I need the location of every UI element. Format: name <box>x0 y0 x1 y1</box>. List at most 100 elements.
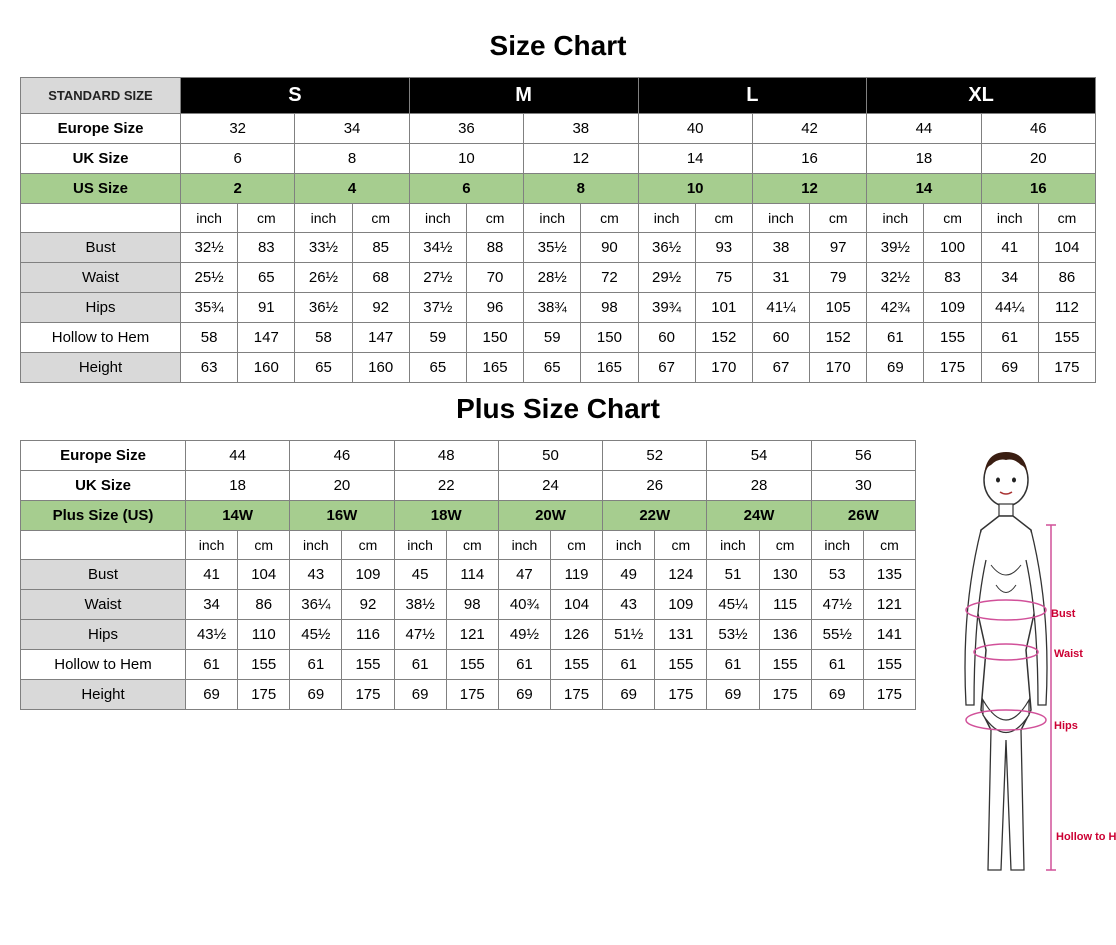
unit-cell: inch <box>638 204 695 233</box>
measure-cell: 72 <box>581 263 638 293</box>
measure-cell: 155 <box>342 650 394 680</box>
unit-cell: cm <box>863 531 915 560</box>
size-cell: 10 <box>409 144 523 174</box>
measure-cell: 49 <box>603 560 655 590</box>
measure-cell: 104 <box>238 560 290 590</box>
measure-cell: 155 <box>759 650 811 680</box>
measure-cell: 39¾ <box>638 293 695 323</box>
measure-cell: 39½ <box>867 233 924 263</box>
measure-cell: 32½ <box>181 233 238 263</box>
unit-cell: cm <box>352 204 409 233</box>
header-row: UK Size18202224262830 <box>21 471 916 501</box>
row-label: Europe Size <box>21 441 186 471</box>
size-cell: 8 <box>295 144 409 174</box>
measure-cell: 45¼ <box>707 590 759 620</box>
unit-cell: cm <box>581 204 638 233</box>
size-cell: 50 <box>498 441 602 471</box>
measure-cell: 55½ <box>811 620 863 650</box>
measure-cell: 42¾ <box>867 293 924 323</box>
measure-label: Hips <box>21 293 181 323</box>
measure-cell: 69 <box>603 680 655 710</box>
measure-cell: 34 <box>186 590 238 620</box>
plus-unit-header-row: inchcminchcminchcminchcminchcminchcminch… <box>21 531 916 560</box>
measure-row: Hips43½11045½11647½12149½12651½13153½136… <box>21 620 916 650</box>
measure-cell: 152 <box>695 323 752 353</box>
unit-cell: cm <box>759 531 811 560</box>
measure-cell: 41 <box>981 233 1038 263</box>
measure-cell: 45 <box>394 560 446 590</box>
size-cell: 10 <box>638 174 752 204</box>
measure-cell: 175 <box>1038 353 1095 383</box>
header-row: Europe Size3234363840424446 <box>21 114 1096 144</box>
measure-cell: 41 <box>186 560 238 590</box>
size-cell: 42 <box>752 114 866 144</box>
row-label: Europe Size <box>21 114 181 144</box>
measure-cell: 58 <box>181 323 238 353</box>
measure-cell: 152 <box>810 323 867 353</box>
size-cell: 14 <box>867 174 981 204</box>
measure-cell: 44¼ <box>981 293 1038 323</box>
measure-cell: 150 <box>466 323 523 353</box>
measure-cell: 83 <box>924 263 981 293</box>
measure-cell: 126 <box>550 620 602 650</box>
measure-cell: 97 <box>810 233 867 263</box>
size-cell: 28 <box>707 471 811 501</box>
measure-cell: 36½ <box>638 233 695 263</box>
measure-label: Height <box>21 353 181 383</box>
measure-cell: 47 <box>498 560 550 590</box>
standard-size-label: STANDARD SIZE <box>21 78 181 114</box>
size-cell: 40 <box>638 114 752 144</box>
size-cell: 24W <box>707 501 811 531</box>
header-row: US Size246810121416 <box>21 174 1096 204</box>
plus-size-chart-table: Europe Size44464850525456UK Size18202224… <box>20 440 916 710</box>
size-cell: 30 <box>811 471 915 501</box>
size-cell: 14 <box>638 144 752 174</box>
size-cell: 52 <box>603 441 707 471</box>
measure-cell: 165 <box>581 353 638 383</box>
size-cell: 36 <box>409 114 523 144</box>
measure-row: Height6316065160651656516567170671706917… <box>21 353 1096 383</box>
measure-cell: 175 <box>238 680 290 710</box>
measure-label: Bust <box>21 233 181 263</box>
size-cell: 18 <box>186 471 290 501</box>
measure-cell: 92 <box>352 293 409 323</box>
measure-cell: 25½ <box>181 263 238 293</box>
header-row: UK Size68101214161820 <box>21 144 1096 174</box>
measure-label: Bust <box>21 560 186 590</box>
measure-row: Waist25½6526½6827½7028½7229½75317932½833… <box>21 263 1096 293</box>
measure-cell: 47½ <box>811 590 863 620</box>
measure-cell: 61 <box>811 650 863 680</box>
measure-cell: 98 <box>446 590 498 620</box>
measure-cell: 51 <box>707 560 759 590</box>
measure-cell: 32½ <box>867 263 924 293</box>
size-cell: 20 <box>290 471 394 501</box>
unit-cell: inch <box>498 531 550 560</box>
measure-cell: 130 <box>759 560 811 590</box>
unit-cell: cm <box>342 531 394 560</box>
measure-row: Height6917569175691756917569175691756917… <box>21 680 916 710</box>
measure-cell: 61 <box>867 323 924 353</box>
measure-cell: 69 <box>981 353 1038 383</box>
measure-cell: 104 <box>1038 233 1095 263</box>
measure-cell: 69 <box>394 680 446 710</box>
measure-cell: 83 <box>238 233 295 263</box>
measure-cell: 65 <box>409 353 466 383</box>
measure-cell: 100 <box>924 233 981 263</box>
measure-cell: 70 <box>466 263 523 293</box>
measure-cell: 86 <box>1038 263 1095 293</box>
measure-cell: 121 <box>863 590 915 620</box>
measure-cell: 35½ <box>524 233 581 263</box>
unit-cell: cm <box>655 531 707 560</box>
measure-cell: 60 <box>752 323 809 353</box>
measure-cell: 119 <box>550 560 602 590</box>
measure-cell: 61 <box>186 650 238 680</box>
measure-cell: 63 <box>181 353 238 383</box>
measure-cell: 155 <box>446 650 498 680</box>
measure-cell: 53½ <box>707 620 759 650</box>
size-cell: 12 <box>752 174 866 204</box>
measure-cell: 38 <box>752 233 809 263</box>
unit-cell: inch <box>867 204 924 233</box>
size-cell: 44 <box>186 441 290 471</box>
measure-cell: 98 <box>581 293 638 323</box>
unit-cell: inch <box>181 204 238 233</box>
